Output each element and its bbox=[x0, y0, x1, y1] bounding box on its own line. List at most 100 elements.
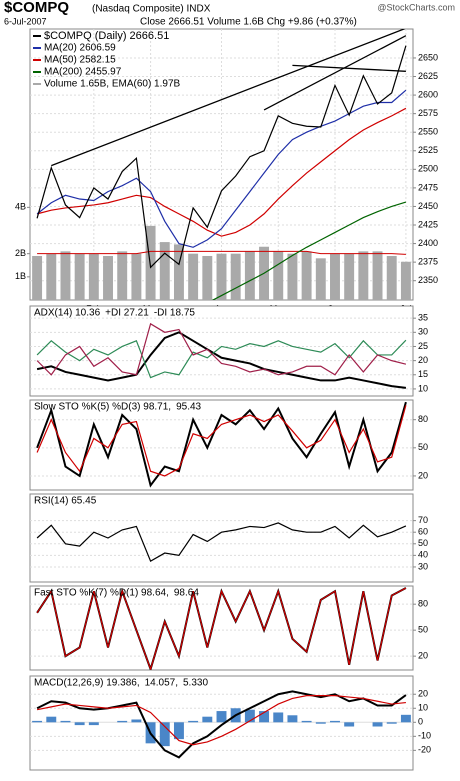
legend-entry: Slow STO %K(5) %D(3) 98.71, bbox=[34, 402, 171, 413]
bar bbox=[216, 711, 227, 723]
bar bbox=[344, 722, 355, 727]
bar bbox=[287, 715, 298, 723]
bar bbox=[330, 720, 340, 723]
y-tick-label: 10 bbox=[418, 383, 428, 393]
bar bbox=[103, 255, 113, 300]
bar bbox=[173, 244, 184, 300]
legend-swatch bbox=[33, 71, 41, 73]
bar bbox=[330, 253, 340, 300]
series-line bbox=[36, 690, 407, 759]
series-line bbox=[36, 107, 407, 237]
series-line bbox=[36, 45, 407, 269]
bar bbox=[344, 253, 355, 300]
trendline bbox=[51, 29, 406, 167]
bar bbox=[88, 722, 99, 726]
series-line bbox=[36, 89, 407, 248]
y-tick-label: 20 bbox=[418, 470, 428, 480]
bar bbox=[188, 720, 199, 723]
y-tick-label: 20 bbox=[418, 355, 428, 365]
plot bbox=[30, 520, 413, 568]
bar bbox=[88, 253, 99, 300]
legend-swatch bbox=[33, 47, 41, 49]
bar bbox=[60, 251, 71, 300]
y-tick-label: 15 bbox=[418, 369, 428, 379]
y-tick-label: -20 bbox=[418, 745, 431, 755]
bar bbox=[216, 253, 227, 300]
series-line bbox=[36, 695, 406, 746]
bar bbox=[159, 242, 170, 300]
bar bbox=[259, 711, 270, 723]
bar bbox=[202, 255, 213, 300]
panel-frame bbox=[29, 675, 414, 771]
legend-entry: 98.64 bbox=[174, 588, 199, 599]
bar bbox=[315, 722, 326, 724]
plot bbox=[30, 29, 413, 300]
series-line bbox=[36, 322, 407, 376]
bar bbox=[400, 261, 411, 300]
y-tick-label: 80 bbox=[418, 599, 428, 609]
y2-tick-label: 2B bbox=[15, 248, 26, 258]
bar bbox=[301, 720, 312, 723]
bar bbox=[46, 253, 57, 300]
y-tick-label: 2500 bbox=[418, 164, 438, 174]
y-tick-label: 2575 bbox=[418, 108, 438, 118]
plot bbox=[30, 690, 413, 759]
bar bbox=[46, 716, 57, 723]
bar bbox=[74, 253, 85, 300]
y-tick-label: 35 bbox=[418, 313, 428, 323]
trendline bbox=[263, 35, 407, 111]
bar bbox=[386, 255, 397, 300]
bar bbox=[372, 251, 383, 300]
bar bbox=[273, 712, 284, 723]
summary: Close 2666.51 Volume 1.6B Chg +9.86 (+0.… bbox=[140, 17, 357, 28]
legend-entry: 95.43 bbox=[176, 402, 201, 413]
legend-entry: MA(20) 2606.59 bbox=[44, 43, 116, 54]
date: 6-Jul-2007 bbox=[4, 16, 47, 26]
series-line bbox=[36, 339, 407, 379]
y-tick-label: 2525 bbox=[418, 145, 438, 155]
legend-entry: ADX(14) 10.36 bbox=[34, 308, 101, 319]
bar bbox=[60, 720, 71, 723]
bar bbox=[131, 719, 142, 723]
bar bbox=[358, 251, 369, 300]
bar bbox=[230, 253, 241, 300]
bar bbox=[173, 722, 184, 740]
series-line bbox=[36, 405, 407, 477]
bar bbox=[117, 251, 128, 300]
y-tick-label: 2375 bbox=[418, 257, 438, 267]
legend-swatch bbox=[33, 59, 41, 61]
watermark: @StockCharts.com bbox=[377, 2, 455, 12]
y-tick-label: 50 bbox=[418, 625, 428, 635]
series-line bbox=[36, 331, 407, 389]
y2-tick-label: 1B bbox=[15, 271, 26, 281]
bar bbox=[159, 722, 170, 747]
bar bbox=[74, 722, 85, 726]
series-line bbox=[36, 522, 407, 563]
legend-entry: 5.330 bbox=[183, 678, 208, 689]
bar bbox=[315, 258, 326, 300]
legend-entry: -DI 18.75 bbox=[154, 308, 196, 319]
y-tick-label: 2600 bbox=[418, 89, 438, 99]
y-tick-label: 0 bbox=[418, 717, 423, 727]
y2-tick-label: 4B bbox=[15, 202, 26, 212]
legend-swatch bbox=[33, 83, 41, 85]
y-tick-label: 20 bbox=[418, 689, 428, 699]
bar bbox=[244, 709, 255, 723]
bar bbox=[273, 251, 284, 300]
bar bbox=[202, 716, 213, 723]
y-tick-label: 60 bbox=[418, 527, 428, 537]
y-tick-label: 2400 bbox=[418, 238, 438, 248]
y-tick-label: 2475 bbox=[418, 182, 438, 192]
legend-entry: Volume 1.65B, EMA(60) 1.97B bbox=[44, 79, 181, 90]
y-tick-label: 50 bbox=[418, 442, 428, 452]
panel-frame bbox=[29, 585, 414, 671]
y-tick-label: 2425 bbox=[418, 219, 438, 229]
y-tick-label: 30 bbox=[418, 561, 428, 571]
y-tick-label: 40 bbox=[418, 550, 428, 560]
series-line bbox=[36, 401, 407, 488]
y-tick-label: 2350 bbox=[418, 275, 438, 285]
trendline bbox=[292, 64, 406, 72]
y-tick-label: 2625 bbox=[418, 71, 438, 81]
y-tick-label: 25 bbox=[418, 341, 428, 351]
legend-entry: RSI(14) 65.45 bbox=[34, 496, 97, 507]
